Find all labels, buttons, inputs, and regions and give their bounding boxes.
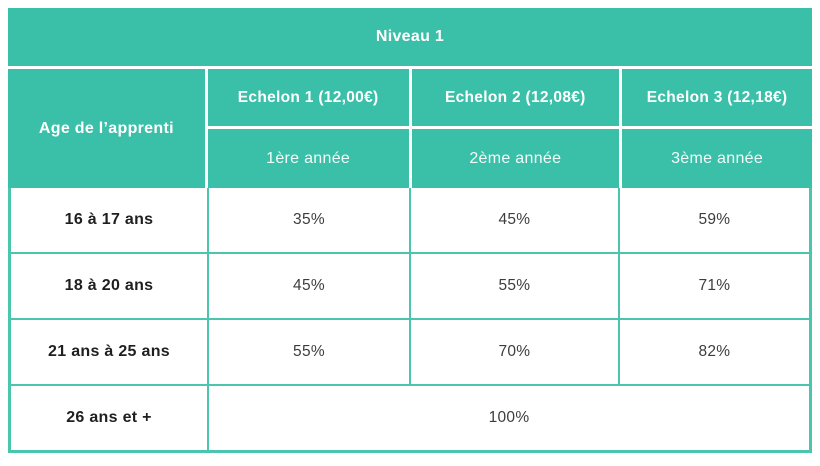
row-label-26-plus: 26 ans et + [11,386,208,450]
row-label-18-20: 18 à 20 ans [11,254,208,318]
row-label-21-25: 21 ans à 25 ans [11,320,208,384]
column-header-echelon-1: Echelon 1 (12,00€) [207,69,409,126]
value-cell: 35% [209,188,409,252]
table-title: Niveau 1 [8,8,812,66]
subheader-year-3: 3ème année [622,129,812,188]
value-cell: 45% [209,254,409,318]
corner-header-age: Age de l’apprenti [8,69,205,188]
column-header-echelon-2: Echelon 2 (12,08€) [411,69,620,126]
value-cell: 59% [619,188,809,252]
value-cell-merged: 100% [209,386,809,450]
value-cell: 55% [411,254,618,318]
table-body: 16 à 17 ans 35% 45% 59% 18 à 20 ans 45% … [8,188,812,453]
table-header: Niveau 1 Age de l’apprenti Echelon 1 (12… [8,8,812,188]
value-cell: 70% [411,320,618,384]
subheader-year-2: 2ème année [411,129,620,188]
wage-table: Niveau 1 Age de l’apprenti Echelon 1 (12… [8,8,812,453]
value-cell: 45% [411,188,618,252]
row-label-16-17: 16 à 17 ans [11,188,208,252]
column-header-echelon-3: Echelon 3 (12,18€) [622,69,812,126]
subheader-year-1: 1ère année [207,129,409,188]
value-cell: 82% [619,320,809,384]
value-cell: 55% [209,320,409,384]
value-cell: 71% [619,254,809,318]
